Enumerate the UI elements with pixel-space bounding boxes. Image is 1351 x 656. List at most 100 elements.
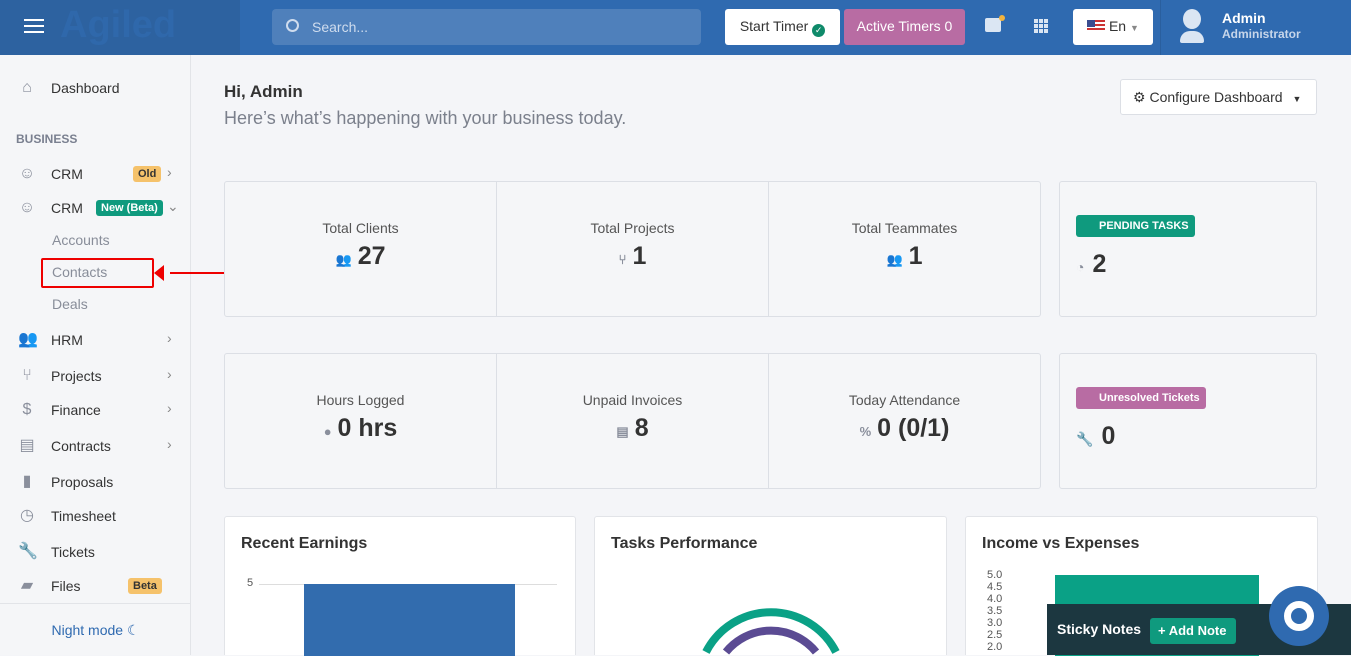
active-timers-button[interactable]: Active Timers 0	[844, 9, 965, 45]
folder-icon: ▰	[20, 577, 34, 594]
apps-grid-icon[interactable]	[1034, 19, 1048, 33]
stats-row-1: Total Clients 👥 27 Total Projects ⑂ 1 Total …	[224, 181, 1041, 317]
sidebar-subitem-contacts[interactable]: Contacts	[52, 264, 108, 280]
branch-icon: ⑂	[618, 252, 627, 267]
us-flag-icon	[1087, 20, 1106, 32]
stat-title: Today Attendance	[848, 392, 961, 408]
stat-title: Hours Logged	[316, 392, 405, 408]
earnings-bar	[304, 584, 515, 656]
stat-total-projects[interactable]: Total Projects ⑂ 1	[497, 182, 769, 316]
axis-tick: 5	[247, 577, 254, 589]
stat-value: 1	[908, 242, 923, 270]
stat-value: 1	[632, 242, 647, 270]
axis-tick: 4.5	[987, 581, 1003, 593]
avatar[interactable]	[1180, 9, 1204, 45]
section-business: BUSINESS	[16, 132, 78, 146]
night-mode-toggle[interactable]: Night mode ☾	[0, 603, 191, 655]
menu-icon[interactable]	[24, 19, 44, 33]
sidebar-item-timesheet[interactable]: ◷ Timesheet	[0, 501, 191, 531]
night-mode-label: Night mode	[51, 622, 124, 638]
user-icon: ☺	[18, 165, 36, 182]
chevron-right-icon: ›	[167, 330, 172, 346]
start-timer-button[interactable]: Start Timer ✓	[725, 9, 840, 45]
pending-tasks-value: 2	[1092, 250, 1107, 278]
moon-icon: ☾	[126, 622, 140, 638]
notification-icon[interactable]	[985, 15, 1005, 32]
sidebar-item-projects[interactable]: ⑂ Projects ›	[0, 361, 191, 391]
stat-hours-logged[interactable]: Hours Logged ● 0 hrs	[225, 354, 497, 488]
help-button[interactable]	[1269, 586, 1329, 646]
user-name[interactable]: Admin	[1222, 10, 1266, 26]
axis-tick: 4.0	[987, 593, 1003, 605]
sidebar-item-files[interactable]: ▰ Files Beta	[0, 571, 191, 601]
gear-icon: ⚙	[1133, 89, 1146, 105]
logo[interactable]: Agiled	[60, 4, 177, 46]
caret-down-icon: ▼	[1129, 23, 1139, 33]
stat-total-teammates[interactable]: Total Teammates 👥 1	[769, 182, 1040, 316]
wrench-icon: 🔧	[18, 543, 38, 560]
clock-icon: ◷	[20, 507, 34, 524]
beta-badge: Beta	[128, 578, 162, 594]
stat-unpaid-invoices[interactable]: Unpaid Invoices ▤ 8	[497, 354, 769, 488]
label: Projects	[51, 368, 102, 384]
search-icon	[286, 19, 299, 32]
sidebar-item-finance[interactable]: $ Finance ›	[0, 395, 191, 425]
sidebar-item-crm-new[interactable]: ☺ CRM New (Beta) ⌄	[0, 193, 191, 223]
label: Files	[51, 578, 81, 594]
invoice-icon: ▤	[616, 424, 629, 439]
new-beta-badge: New (Beta)	[96, 200, 163, 216]
chevron-right-icon: ›	[167, 400, 172, 416]
wrench-icon: 🔧	[1076, 431, 1094, 447]
axis-tick: 5.0	[987, 569, 1003, 581]
recent-earnings-card: Recent Earnings 5	[224, 516, 576, 656]
users-icon: 👥	[18, 331, 38, 348]
tasks-performance-card: Tasks Performance	[594, 516, 947, 655]
stat-value: 0 hrs	[337, 414, 398, 442]
sidebar-item-crm-old[interactable]: ☺ CRM Old ›	[0, 159, 191, 189]
add-note-button[interactable]: + Add Note	[1150, 618, 1236, 644]
sidebar-subitem-accounts[interactable]: Accounts	[52, 232, 110, 248]
chevron-right-icon: ›	[167, 436, 172, 452]
branch-icon: ⑂	[22, 367, 32, 384]
label: Timesheet	[51, 508, 116, 524]
label: Contracts	[51, 438, 111, 454]
sidebar-item-dashboard[interactable]: ⌂ Dashboard	[0, 73, 191, 103]
check-icon: ✓	[812, 24, 826, 37]
label: CRM	[51, 166, 83, 182]
sidebar-item-contracts[interactable]: ▤ Contracts ›	[0, 431, 191, 461]
card-title: Income vs Expenses	[982, 535, 1140, 552]
stat-total-clients[interactable]: Total Clients 👥 27	[225, 182, 497, 316]
invoice-icon: $	[22, 401, 32, 418]
contract-icon: ▤	[19, 437, 35, 454]
sidebar-item-proposals[interactable]: ▮ Proposals	[0, 467, 191, 497]
old-badge: Old	[133, 166, 162, 182]
stat-title: Total Teammates	[851, 220, 958, 236]
search-input[interactable]: Search...	[272, 9, 701, 45]
stat-title: Total Clients	[322, 220, 399, 236]
axis-tick: 3.0	[987, 617, 1003, 629]
language-select[interactable]: En ▼	[1073, 9, 1153, 45]
ring-outer	[702, 608, 840, 654]
chevron-down-icon: ⌄	[167, 198, 179, 214]
sidebar: ⌂ Dashboard BUSINESS ☺ CRM Old › ☺ CRM New (Be…	[0, 55, 191, 655]
card-title: Recent Earnings	[241, 535, 368, 552]
chevron-right-icon: ›	[167, 366, 172, 382]
axis-tick: 2.5	[987, 629, 1003, 641]
timer-icon: ◔	[1076, 259, 1085, 275]
tasks-rings	[702, 608, 840, 655]
unresolved-tickets-label: Unresolved Tickets	[1076, 387, 1206, 409]
label: Dashboard	[51, 80, 120, 96]
user-role: Administrator	[1222, 27, 1301, 41]
configure-dashboard-button[interactable]: ⚙ Configure Dashboard ▼	[1120, 79, 1317, 115]
sidebar-subitem-deals[interactable]: Deals	[52, 296, 88, 312]
stat-today-attendance[interactable]: Today Attendance% 0 (0/1)	[769, 354, 1040, 488]
lifebuoy-icon	[1284, 601, 1314, 631]
sidebar-item-hrm[interactable]: 👥 HRM ›	[0, 325, 191, 355]
search-placeholder: Search...	[312, 19, 369, 35]
label: Proposals	[51, 474, 114, 490]
sidebar-item-tickets[interactable]: 🔧 Tickets	[0, 537, 191, 567]
sticky-notes-title: Sticky Notes	[1057, 621, 1142, 637]
unresolved-tickets-card[interactable]: Unresolved Tickets 🔧 0	[1059, 353, 1317, 489]
stat-value: 27	[357, 242, 386, 270]
pending-tasks-card[interactable]: PENDING TASKS ◔ 2	[1059, 181, 1317, 317]
